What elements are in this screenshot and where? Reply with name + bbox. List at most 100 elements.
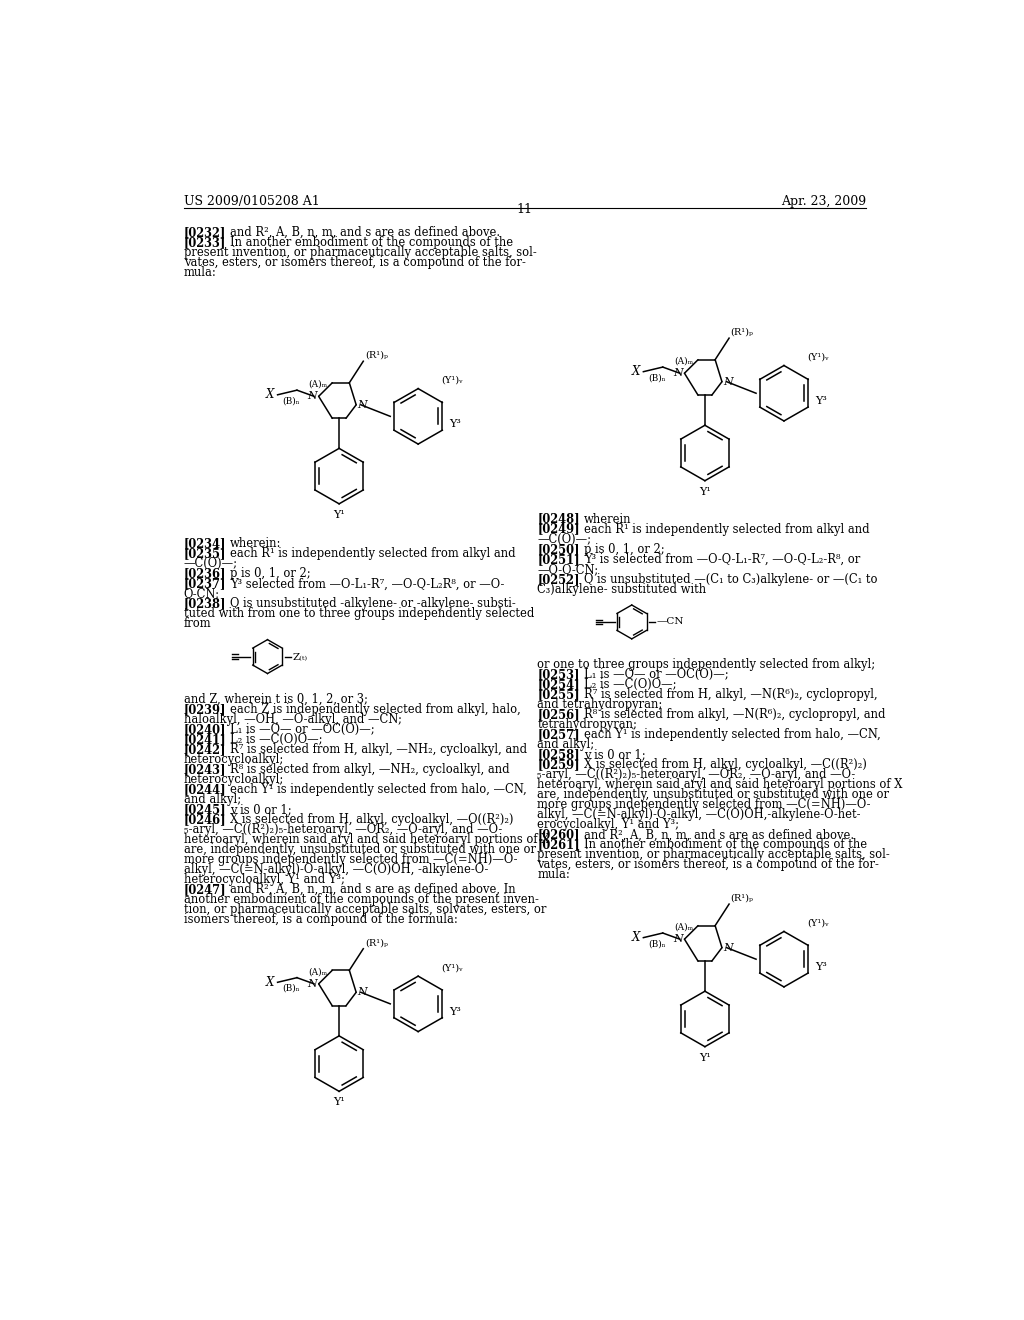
Text: [0237]: [0237]	[183, 577, 226, 590]
Text: and alkyl;: and alkyl;	[538, 738, 594, 751]
Text: Y¹: Y¹	[699, 487, 711, 496]
Text: [0254]: [0254]	[538, 678, 580, 692]
Text: (Y¹)ᵥ: (Y¹)ᵥ	[441, 964, 463, 973]
Text: [0249]: [0249]	[538, 523, 580, 536]
Text: (A)ₘ: (A)ₘ	[308, 968, 328, 977]
Text: [0232]: [0232]	[183, 226, 226, 239]
Text: Q-CN;: Q-CN;	[183, 587, 220, 601]
Text: alkyl, —C(=N-alkyl)-O-alkyl, —C(O)OH, -alkylene-O-: alkyl, —C(=N-alkyl)-O-alkyl, —C(O)OH, -a…	[183, 863, 488, 876]
Text: Z₍ₜ₎: Z₍ₜ₎	[292, 652, 307, 661]
Text: Q is unsubstituted -alkylene- or -alkylene- substi-: Q is unsubstituted -alkylene- or -alkyle…	[230, 597, 516, 610]
Text: more groups independently selected from —C(=NH)—O-: more groups independently selected from …	[538, 799, 870, 812]
Text: [0244]: [0244]	[183, 783, 226, 796]
Text: [0242]: [0242]	[183, 743, 226, 756]
Text: each Y¹ is independently selected from halo, —CN,: each Y¹ is independently selected from h…	[584, 729, 881, 742]
Text: v is 0 or 1;: v is 0 or 1;	[584, 748, 645, 762]
Text: vates, esters, or isomers thereof, is a compound of the for-: vates, esters, or isomers thereof, is a …	[538, 858, 879, 871]
Text: heteroaryl, wherein said aryl and said heteroaryl portions of X: heteroaryl, wherein said aryl and said h…	[538, 779, 903, 791]
Text: [0259]: [0259]	[538, 758, 580, 771]
Text: alkyl, —C(=N-alkyl)-O-alkyl, —C(O)OH,-alkylene-O-het-: alkyl, —C(=N-alkyl)-O-alkyl, —C(O)OH,-al…	[538, 808, 861, 821]
Text: isomers thereof, is a compound of the formula:: isomers thereof, is a compound of the fo…	[183, 913, 458, 927]
Text: N: N	[307, 979, 317, 989]
Text: [0234]: [0234]	[183, 537, 226, 550]
Text: [0235]: [0235]	[183, 548, 226, 560]
Text: [0247]: [0247]	[183, 883, 226, 896]
Text: from: from	[183, 618, 211, 631]
Text: heterocycloalkyl, Y¹ and Y³;: heterocycloalkyl, Y¹ and Y³;	[183, 873, 345, 886]
Text: (B)ₙ: (B)ₙ	[282, 396, 299, 405]
Text: [0261]: [0261]	[538, 838, 580, 851]
Text: p is 0, 1, or 2;: p is 0, 1, or 2;	[584, 543, 665, 556]
Text: ₅-aryl, —C((R²)₂)₅-heteroaryl, —OR₂, —O-aryl, and —O-: ₅-aryl, —C((R²)₂)₅-heteroaryl, —OR₂, —O-…	[538, 768, 855, 781]
Text: X is selected from H, alkyl, cycloalkyl, —O((R²)₂): X is selected from H, alkyl, cycloalkyl,…	[230, 813, 514, 826]
Text: (B)ₙ: (B)ₙ	[648, 374, 666, 383]
Text: are, independently, unsubstituted or substituted with one or: are, independently, unsubstituted or sub…	[538, 788, 889, 801]
Text: R⁸ is selected from alkyl, —N(R⁶)₂, cyclopropyl, and: R⁸ is selected from alkyl, —N(R⁶)₂, cycl…	[584, 708, 885, 721]
Text: [0256]: [0256]	[538, 708, 580, 721]
Text: or one to three groups independently selected from alkyl;: or one to three groups independently sel…	[538, 659, 876, 671]
Text: (R¹)ₚ: (R¹)ₚ	[731, 327, 754, 337]
Text: [0246]: [0246]	[183, 813, 226, 826]
Text: (Y¹)ᵥ: (Y¹)ᵥ	[807, 352, 829, 362]
Text: L₂ is —C(O)O—;: L₂ is —C(O)O—;	[230, 733, 323, 746]
Text: v is 0 or 1;: v is 0 or 1;	[230, 803, 292, 816]
Text: —CN: —CN	[656, 618, 684, 627]
Text: Y³: Y³	[450, 1007, 461, 1016]
Text: wherein: wherein	[584, 512, 631, 525]
Text: C₃)alkylene- substituted with: C₃)alkylene- substituted with	[538, 582, 707, 595]
Text: each Y¹ is independently selected from halo, —CN,: each Y¹ is independently selected from h…	[230, 783, 527, 796]
Text: [0257]: [0257]	[538, 729, 580, 742]
Text: —O-Q-CN;: —O-Q-CN;	[538, 562, 598, 576]
Text: [0243]: [0243]	[183, 763, 226, 776]
Text: and R², A, B, n, m, and s are as defined above.: and R², A, B, n, m, and s are as defined…	[230, 226, 501, 239]
Text: N: N	[357, 400, 368, 409]
Text: —C(O)—;: —C(O)—;	[183, 557, 238, 570]
Text: Q is unsubstituted —(C₁ to C₃)alkylene- or —(C₁ to: Q is unsubstituted —(C₁ to C₃)alkylene- …	[584, 573, 878, 586]
Text: erocycloalkyl, Y¹ and Y³;: erocycloalkyl, Y¹ and Y³;	[538, 818, 679, 832]
Text: [0255]: [0255]	[538, 688, 580, 701]
Text: Y³ selected from —O-L₁-R⁷, —O-Q-L₂R⁸, or —O-: Y³ selected from —O-L₁-R⁷, —O-Q-L₂R⁸, or…	[230, 577, 505, 590]
Text: [0240]: [0240]	[183, 723, 226, 735]
Text: tuted with from one to three groups independently selected: tuted with from one to three groups inde…	[183, 607, 535, 620]
Text: X: X	[266, 388, 274, 401]
Text: and R², A, B, n, m, and s are as defined above.: and R², A, B, n, m, and s are as defined…	[584, 829, 854, 841]
Text: heterocycloalkyl;: heterocycloalkyl;	[183, 752, 284, 766]
Text: R⁷ is selected from H, alkyl, —N(R⁶)₂, cyclopropyl,: R⁷ is selected from H, alkyl, —N(R⁶)₂, c…	[584, 688, 878, 701]
Text: each Z is independently selected from alkyl, halo,: each Z is independently selected from al…	[230, 702, 521, 715]
Text: Y¹: Y¹	[333, 1097, 345, 1107]
Text: —C(O)—;: —C(O)—;	[538, 533, 591, 545]
Text: L₁ is —O— or —OC(O)—;: L₁ is —O— or —OC(O)—;	[230, 723, 375, 735]
Text: present invention, or pharmaceutically acceptable salts, sol-: present invention, or pharmaceutically a…	[183, 246, 537, 259]
Text: each R¹ is independently selected from alkyl and: each R¹ is independently selected from a…	[230, 548, 516, 560]
Text: Y¹: Y¹	[699, 1053, 711, 1063]
Text: X: X	[632, 366, 640, 379]
Text: In another embodiment of the compounds of the: In another embodiment of the compounds o…	[584, 838, 867, 851]
Text: L₁ is —O— or —OC(O)—;: L₁ is —O— or —OC(O)—;	[584, 668, 728, 681]
Text: Y³ is selected from —O-Q-L₁-R⁷, —O-Q-L₂-R⁸, or: Y³ is selected from —O-Q-L₁-R⁷, —O-Q-L₂-…	[584, 553, 860, 566]
Text: wherein:: wherein:	[230, 537, 282, 550]
Text: [0253]: [0253]	[538, 668, 580, 681]
Text: N: N	[674, 935, 683, 944]
Text: [0260]: [0260]	[538, 829, 580, 841]
Text: L₂ is —C(O)O—;: L₂ is —C(O)O—;	[584, 678, 676, 692]
Text: Y¹: Y¹	[333, 510, 345, 520]
Text: and tetrahydropyran;: and tetrahydropyran;	[538, 698, 663, 711]
Text: X: X	[266, 975, 274, 989]
Text: heteroaryl, wherein said aryl and said heteroaryl portions of X: heteroaryl, wherein said aryl and said h…	[183, 833, 549, 846]
Text: (B)ₙ: (B)ₙ	[648, 940, 666, 948]
Text: R⁷ is selected from H, alkyl, —NH₂, cycloalkyl, and: R⁷ is selected from H, alkyl, —NH₂, cycl…	[230, 743, 527, 756]
Text: (Y¹)ᵥ: (Y¹)ᵥ	[807, 919, 829, 928]
Text: p is 0, 1, or 2;: p is 0, 1, or 2;	[230, 568, 311, 581]
Text: another embodiment of the compounds of the present inven-: another embodiment of the compounds of t…	[183, 892, 539, 906]
Text: and R², A, B, n, m, and s are as defined above, In: and R², A, B, n, m, and s are as defined…	[230, 883, 516, 896]
Text: [0250]: [0250]	[538, 543, 580, 556]
Text: [0236]: [0236]	[183, 568, 226, 581]
Text: N: N	[307, 391, 317, 401]
Text: heterocycloalkyl;: heterocycloalkyl;	[183, 774, 284, 785]
Text: mula:: mula:	[183, 267, 216, 280]
Text: [0251]: [0251]	[538, 553, 580, 566]
Text: [0258]: [0258]	[538, 748, 580, 762]
Text: present invention, or pharmaceutically acceptable salts, sol-: present invention, or pharmaceutically a…	[538, 849, 890, 862]
Text: N: N	[357, 987, 368, 998]
Text: N: N	[723, 376, 733, 387]
